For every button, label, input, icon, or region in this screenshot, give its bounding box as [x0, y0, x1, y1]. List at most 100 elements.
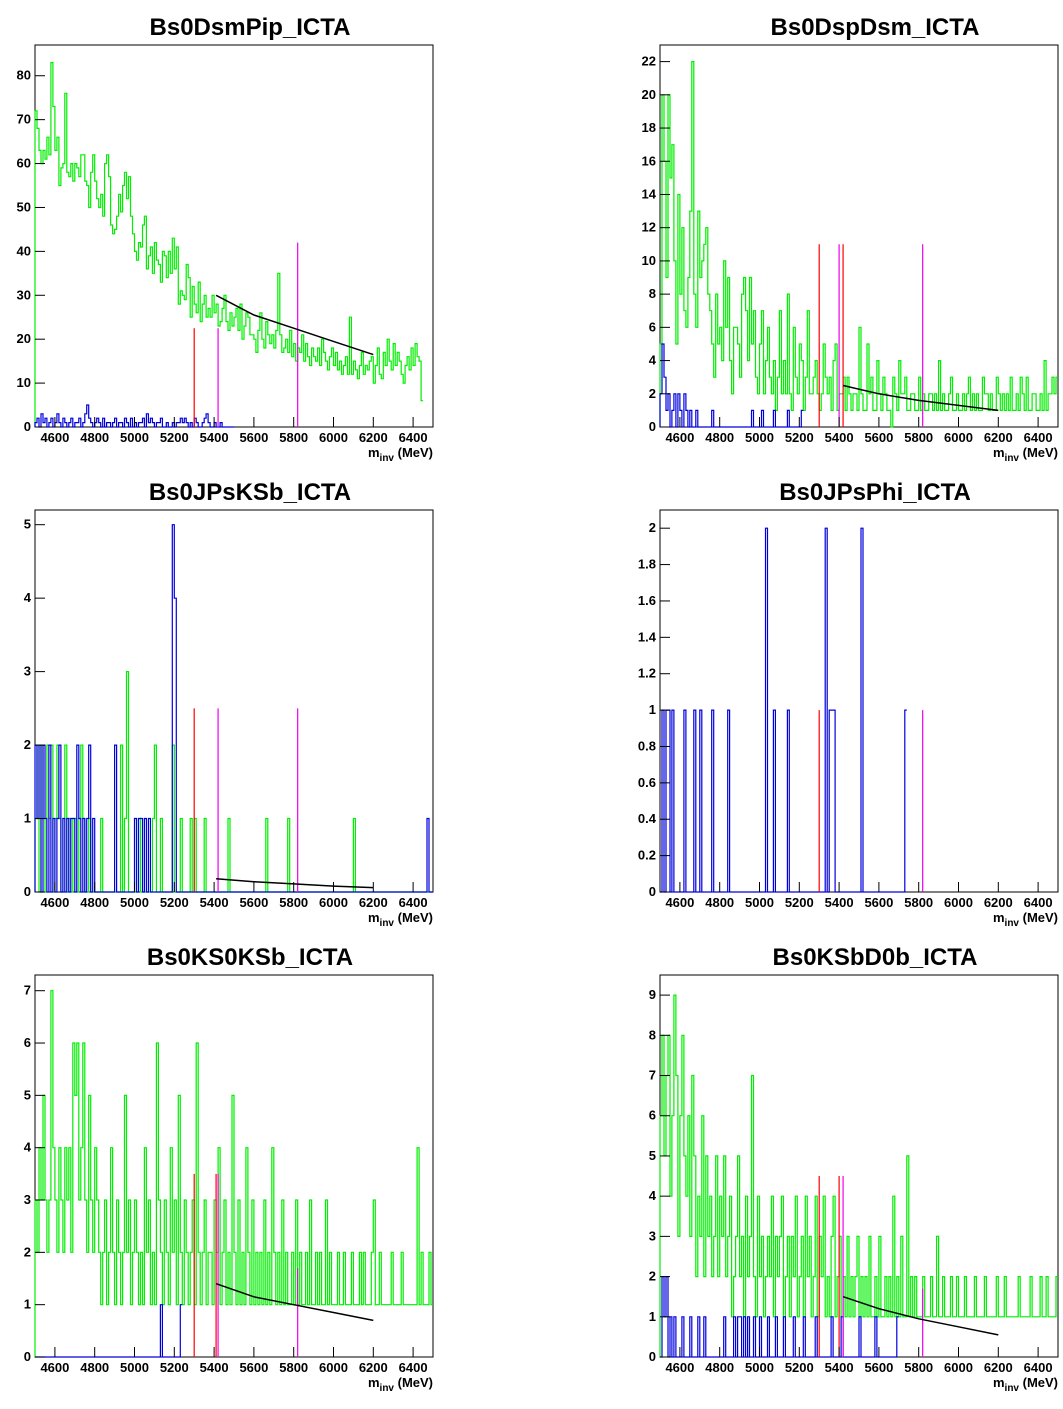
y-tick-label: 10	[17, 375, 31, 390]
x-tick-label: 5800	[279, 430, 308, 445]
fit-curve	[842, 1295, 999, 1336]
y-tick-label: 30	[17, 287, 31, 302]
histogram-plot: 0 0.2 0.4 0.6 0.8 1 1.2 1.4 1.6 1.8 2 4600 4800 5000 5…	[638, 509, 1059, 929]
y-tick-label: 2	[649, 386, 656, 401]
x-tick-label: 5200	[160, 1360, 189, 1375]
y-tick-label: 6	[649, 319, 656, 334]
y-tick-label: 1	[24, 1297, 31, 1312]
x-tick-label: 5600	[864, 430, 893, 445]
x-tick-label: 4600	[665, 430, 694, 445]
chart-title: Bs0JPsKSb_ICTA	[148, 479, 352, 506]
y-tick-label: 12	[642, 220, 656, 235]
y-tick-label: 8	[649, 1027, 656, 1042]
y-tick-label: 5	[24, 517, 31, 532]
x-axis-label-sub: inv	[380, 918, 395, 929]
y-tick-label: 40	[17, 243, 31, 258]
x-tick-label: 5400	[825, 430, 854, 445]
x-tick-label: 6200	[359, 895, 388, 910]
x-tick-label: 6200	[359, 1360, 388, 1375]
fit-curve	[842, 384, 999, 412]
chart-panel: Bs0KSbD0b_ICTA 0 1 2 3 4 5 6 7 8 9 4600 4800 5000 5200…	[625, 930, 1063, 1395]
y-tick-label: 0	[649, 1349, 656, 1364]
y-tick-label: 2	[24, 737, 31, 752]
x-tick-label: 5000	[745, 895, 774, 910]
y-tick-label: 6	[649, 1108, 656, 1123]
chart-title: Bs0DsmPip_ICTA	[149, 14, 351, 41]
y-tick-label: 60	[17, 156, 31, 171]
x-tick-label: 4800	[80, 895, 109, 910]
x-axis-label: minv (MeV)	[368, 910, 433, 929]
x-axis-label-unit: (MeV)	[1019, 1375, 1058, 1390]
chart-panel: Bs0DsmPip_ICTA 0 10 20 30 40 50 60 70 80 4600 4800 5…	[0, 0, 500, 465]
x-axis-label-unit: (MeV)	[394, 1375, 433, 1390]
y-tick-label: 4	[24, 590, 32, 605]
histogram-plot: 0 1 2 3 4 5 4600 4800 5000 5200 5400 5600 5800 6000 62…	[24, 509, 434, 929]
x-axis-label-main: m	[993, 1375, 1005, 1390]
x-tick-label: 5400	[825, 895, 854, 910]
x-tick-label: 5800	[904, 1360, 933, 1375]
x-tick-label: 5200	[160, 430, 189, 445]
y-tick-label: 18	[642, 120, 656, 135]
x-tick-label: 5400	[200, 1360, 229, 1375]
x-tick-label: 5800	[279, 1360, 308, 1375]
y-tick-label: 16	[642, 153, 656, 168]
y-tick-label: 4	[649, 1188, 657, 1203]
x-tick-label: 6000	[944, 1360, 973, 1375]
x-axis-label-unit: (MeV)	[394, 910, 433, 925]
x-tick-label: 6400	[1024, 430, 1053, 445]
y-tick-label: 0	[24, 884, 31, 899]
x-axis-label-unit: (MeV)	[1019, 910, 1058, 925]
x-axis-label: minv (MeV)	[368, 445, 433, 464]
chart-panel: Bs0JPsKSb_ICTA 0 1 2 3 4 5 4600 4800 5000 5200 5400…	[0, 465, 500, 930]
y-tick-label: 6	[24, 1035, 31, 1050]
x-axis-label-sub: inv	[380, 453, 395, 464]
green-histogram-series	[34, 990, 433, 1357]
y-tick-label: 50	[17, 199, 31, 214]
x-tick-label: 5000	[120, 895, 149, 910]
y-tick-label: 80	[17, 68, 31, 83]
x-axis-label: minv (MeV)	[993, 1375, 1058, 1394]
x-tick-label: 4800	[80, 1360, 109, 1375]
fit-curve	[215, 1282, 374, 1322]
x-tick-label: 5400	[825, 1360, 854, 1375]
chart-title: Bs0DspDsm_ICTA	[770, 14, 980, 41]
x-axis-label: minv (MeV)	[993, 910, 1058, 929]
fit-curve	[215, 294, 374, 356]
x-tick-label: 5000	[745, 1360, 774, 1375]
y-tick-label: 0.2	[638, 848, 656, 863]
y-tick-label: 2	[24, 1244, 31, 1259]
x-tick-label: 4800	[705, 430, 734, 445]
x-tick-label: 6200	[984, 1360, 1013, 1375]
x-tick-label: 5600	[864, 895, 893, 910]
y-tick-label: 0	[649, 419, 656, 434]
y-tick-label: 9	[649, 987, 656, 1002]
y-tick-label: 2	[649, 520, 656, 535]
y-tick-label: 3	[24, 664, 31, 679]
y-tick-label: 1.8	[638, 557, 656, 572]
x-tick-label: 5200	[785, 430, 814, 445]
fit-curve	[216, 878, 374, 889]
x-axis-label-sub: inv	[1005, 453, 1020, 464]
x-axis-label-main: m	[993, 445, 1005, 460]
x-tick-label: 6200	[984, 430, 1013, 445]
x-tick-label: 6000	[944, 430, 973, 445]
x-axis-label-sub: inv	[1005, 1383, 1020, 1394]
x-tick-label: 4600	[40, 1360, 69, 1375]
x-tick-label: 6400	[399, 430, 428, 445]
x-tick-label: 5200	[160, 895, 189, 910]
x-tick-label: 6000	[319, 430, 348, 445]
histogram-plot: 0 10 20 30 40 50 60 70 80 4600 4800 5000 5200 5400 560…	[17, 44, 434, 464]
y-tick-label: 1	[649, 1309, 656, 1324]
x-tick-label: 5600	[239, 430, 268, 445]
histogram-plot: 0 2 4 6 8 10 12 14 16 18 20 22 4600 4800 5000 5200 5400 5…	[642, 44, 1059, 464]
y-tick-label: 2	[649, 1269, 656, 1284]
x-tick-label: 4600	[40, 895, 69, 910]
y-tick-label: 5	[649, 1148, 656, 1163]
x-axis-label-unit: (MeV)	[394, 445, 433, 460]
x-tick-label: 5600	[864, 1360, 893, 1375]
y-tick-label: 1.4	[638, 629, 657, 644]
x-axis-label: minv (MeV)	[368, 1375, 433, 1394]
y-tick-label: 0	[649, 884, 656, 899]
x-tick-label: 6200	[359, 430, 388, 445]
y-tick-label: 5	[24, 1087, 31, 1102]
